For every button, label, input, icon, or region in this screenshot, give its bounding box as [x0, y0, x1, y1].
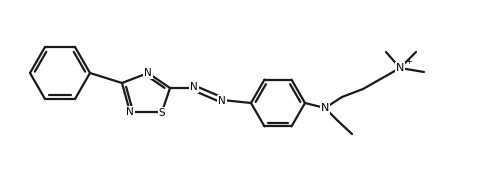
Text: N: N — [218, 96, 226, 106]
Text: N: N — [190, 83, 198, 92]
Text: +: + — [405, 57, 412, 66]
Text: S: S — [158, 108, 165, 118]
Text: N: N — [126, 107, 134, 117]
Text: N: N — [144, 68, 152, 78]
Text: N: N — [396, 63, 404, 73]
Text: N: N — [321, 103, 329, 113]
